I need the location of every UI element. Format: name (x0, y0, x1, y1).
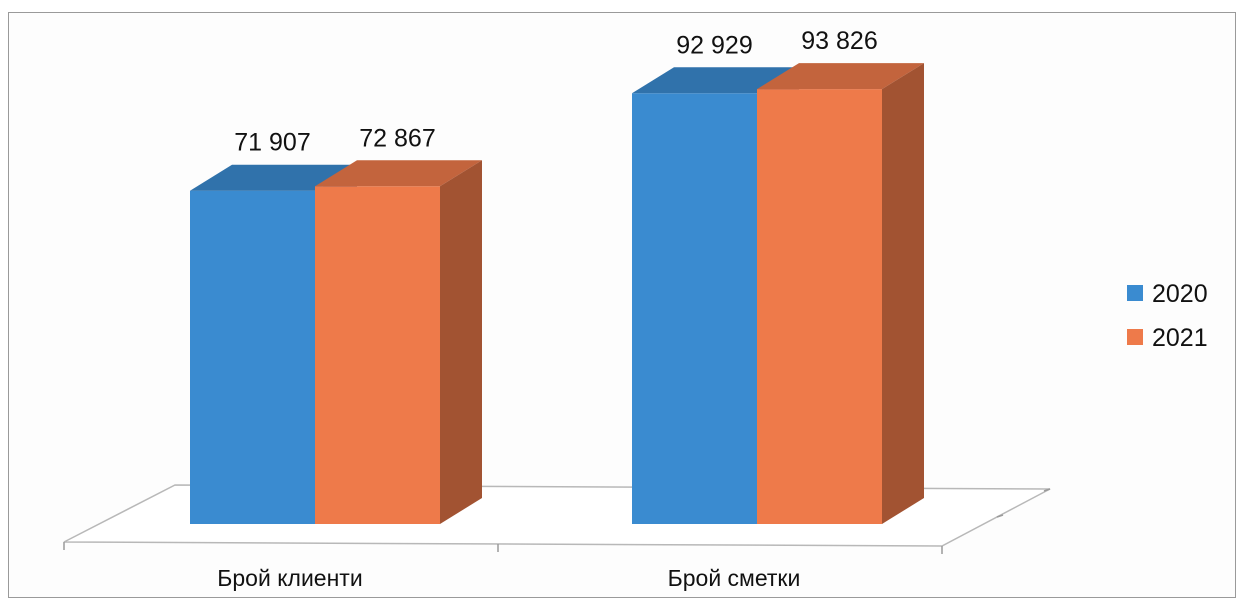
data-label: 72 867 (359, 124, 435, 152)
category-label: Брой сметки (668, 565, 801, 591)
bar-top (632, 67, 799, 94)
data-label: 71 907 (234, 129, 310, 157)
legend-swatch (1127, 285, 1143, 301)
bar-top (190, 164, 357, 191)
bar-side (440, 160, 482, 524)
bar-side (882, 63, 924, 525)
bar-top (315, 160, 482, 187)
bar (315, 186, 440, 524)
bar-top (757, 63, 924, 90)
bar (632, 93, 757, 525)
category-label: Брой клиенти (217, 565, 362, 591)
bars-group (190, 63, 924, 525)
legend-label: 2021 (1152, 324, 1208, 352)
data-label: 93 826 (801, 27, 877, 55)
legend-swatch (1127, 329, 1143, 345)
depth-tick (1043, 488, 1051, 492)
legend-label: 2020 (1152, 280, 1208, 308)
data-label: 92 929 (676, 31, 752, 59)
legend: 2020 2021 (1127, 280, 1208, 352)
bar (757, 89, 882, 525)
depth-tick (996, 514, 1004, 518)
bar (190, 190, 315, 524)
